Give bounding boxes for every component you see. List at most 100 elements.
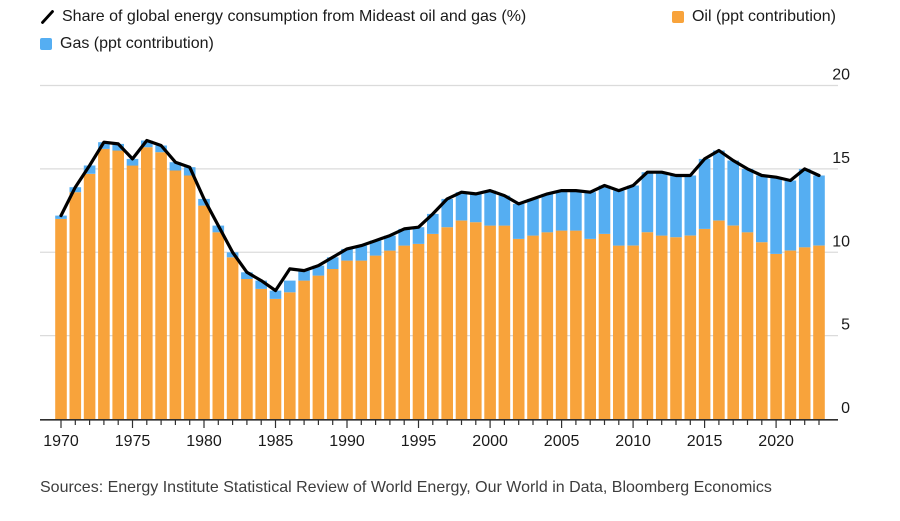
x-tick-label: 1970 (43, 433, 79, 450)
oil-bar (326, 268, 339, 419)
x-axis-labels: 1970 1975 1980 1985 1990 1995 2000 2005 2010 2015… (43, 433, 794, 450)
oil-bar (212, 232, 225, 419)
y-tick-label: 15 (832, 150, 850, 167)
x-tick-label: 1985 (258, 433, 294, 450)
gas-bar (684, 175, 697, 236)
oil-bar (727, 225, 739, 419)
oil-bar (312, 275, 325, 419)
oil-bar (241, 278, 253, 419)
gas-bar (484, 190, 496, 226)
x-tick-label: 1975 (115, 433, 151, 450)
gas-bar (698, 158, 711, 229)
gas-bar (498, 195, 511, 226)
x-tick-label: 1980 (186, 433, 222, 450)
oil-bar (670, 237, 682, 419)
gas-bar (813, 175, 825, 246)
gas-bar (798, 168, 811, 248)
gas-bar (298, 270, 310, 281)
oil-bar (412, 243, 425, 419)
gas-bar (112, 143, 124, 151)
oil-bar (427, 233, 439, 419)
oil-bar (341, 260, 353, 419)
oil-bar (698, 228, 711, 419)
gas-bar (527, 198, 539, 236)
gas-bar (98, 142, 110, 149)
gas-bars (55, 140, 825, 299)
gas-bar (770, 177, 782, 254)
oil-bar (355, 260, 368, 419)
gas-bar (398, 228, 410, 246)
gas-bar (83, 165, 96, 174)
x-tick-label: 1990 (329, 433, 365, 450)
oil-swatch-icon (671, 11, 684, 23)
oil-bar (126, 165, 139, 419)
gas-bar (655, 172, 668, 236)
oil-bar (298, 280, 310, 419)
oil-bar (455, 220, 468, 419)
y-tick-label: 20 (832, 67, 850, 84)
gas-bar (627, 185, 639, 246)
oil-bar (169, 170, 182, 419)
gas-bar (312, 265, 325, 276)
oil-bar (756, 242, 768, 419)
gas-bar (670, 175, 682, 238)
oil-bars (55, 147, 825, 419)
gas-bar (713, 150, 725, 221)
oil-bar (441, 227, 453, 419)
oil-bar (641, 232, 654, 419)
x-tick-label: 2015 (687, 433, 723, 450)
gas-bar (570, 190, 582, 231)
y-tick-label: 5 (841, 317, 850, 334)
legend: Share of global energy consumption from … (40, 7, 836, 61)
gas-bar (141, 140, 153, 148)
gas-bar (427, 213, 439, 234)
plot-area: 0 5 10 15 20 1970 1975 1980 1985 1990 1995 2000 2005… (0, 58, 900, 460)
x-tick-label: 2010 (615, 433, 651, 450)
gas-bar (613, 190, 625, 246)
legend-label-oil: Oil (ppt contribution) (691, 8, 836, 25)
oil-bar (269, 298, 282, 419)
oil-bar (570, 230, 582, 419)
oil-bar (512, 238, 525, 419)
legend-row-1: Share of global energy consumption from … (40, 7, 836, 27)
oil-bar (83, 173, 96, 419)
gas-bar (541, 193, 554, 233)
oil-bar (369, 255, 382, 419)
oil-bar (713, 220, 725, 419)
oil-bar (684, 235, 697, 419)
legend-item-gas: Gas (ppt contribution) (40, 34, 214, 54)
gas-bar (269, 290, 282, 299)
oil-bar (527, 235, 539, 419)
source-note: Sources: Energy Institute Statistical Re… (40, 479, 772, 496)
gas-bar (470, 193, 482, 223)
share-line (59, 138, 821, 293)
x-tick-label: 2020 (758, 433, 794, 450)
gas-swatch-icon (40, 38, 52, 50)
gas-bar (284, 280, 296, 293)
oil-bar (155, 152, 167, 419)
gas-bar (441, 198, 453, 228)
oil-bar (98, 148, 110, 419)
oil-bar (470, 222, 482, 419)
x-tick-label: 2005 (544, 433, 580, 450)
gas-bar (169, 162, 182, 171)
y-axis-labels: 0 5 10 15 20 (832, 67, 850, 418)
oil-bar (584, 238, 596, 419)
gas-bar (756, 175, 768, 243)
oil-bar (598, 233, 611, 419)
oil-bar (484, 225, 496, 419)
oil-bar (183, 175, 196, 419)
gas-bar (784, 180, 797, 251)
gas-bar (369, 240, 382, 256)
legend-item-oil: Oil (ppt contribution) (671, 7, 836, 27)
oil-bar (198, 205, 210, 419)
oil-bar (655, 235, 668, 419)
oil-bar (55, 218, 67, 419)
gas-bar (255, 280, 267, 289)
gas-bar (727, 160, 739, 226)
legend-row-2: Gas (ppt contribution) (40, 34, 836, 54)
y-tick-label: 0 (841, 400, 850, 417)
oil-bar (398, 245, 410, 419)
gas-bar (241, 272, 253, 279)
oil-bar (284, 292, 296, 419)
